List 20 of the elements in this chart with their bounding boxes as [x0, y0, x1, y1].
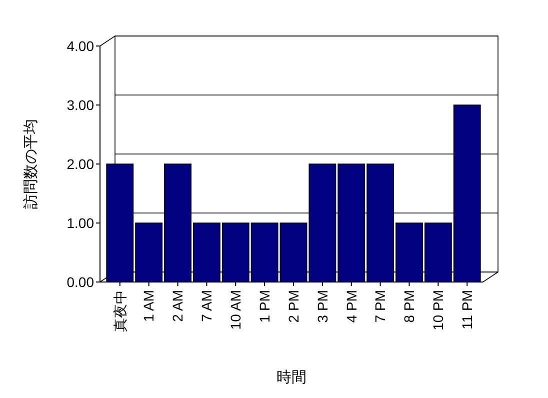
y-tick-label: 2.00 — [66, 156, 94, 172]
x-tick-label: 3 PM — [314, 290, 330, 323]
y-tick-label: 3.00 — [66, 96, 94, 113]
x-tick-label: 7 PM — [372, 290, 388, 323]
x-axis-title: 時間 — [276, 369, 306, 386]
y-tick-label: 0.00 — [66, 274, 94, 290]
x-tick-label: 11 PM — [459, 290, 476, 330]
y-axis-title: 訪問数の平均 — [22, 119, 40, 209]
y-tick-label: 4.00 — [66, 38, 94, 54]
x-tick-label: 4 PM — [343, 290, 360, 323]
x-tick-label: 8 PM — [401, 290, 418, 323]
x-tick-label: 真夜中 — [112, 290, 128, 332]
x-tick-label: 1 PM — [256, 290, 272, 323]
x-tick-label: 1 AM — [140, 290, 157, 322]
x-tick-label: 2 PM — [285, 290, 302, 323]
x-tick-label: 10 AM — [228, 290, 244, 330]
x-tick-label: 2 AM — [170, 290, 186, 322]
x-tick-label: 10 PM — [430, 290, 446, 330]
y-tick-label: 1.00 — [66, 214, 94, 231]
x-tick-label: 7 AM — [198, 290, 215, 322]
